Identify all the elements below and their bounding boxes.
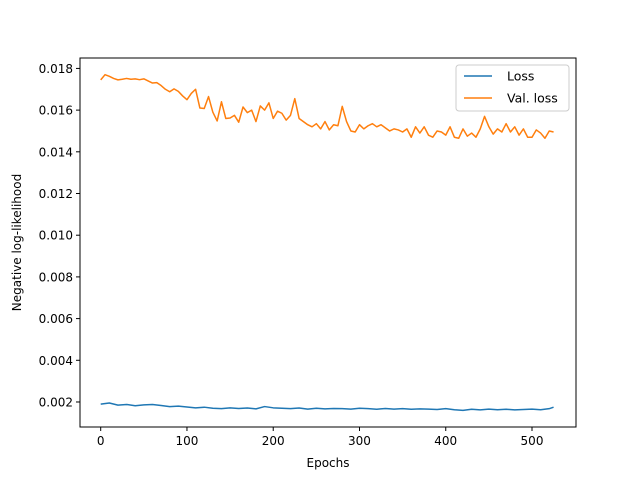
x-tick-label: 500 — [521, 434, 544, 448]
x-axis-label: Epochs — [307, 456, 350, 470]
y-tick-label: 0.018 — [39, 62, 73, 76]
legend-label-val-loss: Val. loss — [507, 91, 558, 106]
y-tick-label: 0.006 — [39, 312, 73, 326]
x-tick-label: 300 — [348, 434, 371, 448]
x-tick-label: 400 — [434, 434, 457, 448]
plot-frame — [79, 57, 577, 428]
x-tick-label: 100 — [176, 434, 199, 448]
ticks-layer: 0 100 200 300 400 500 0.002 0.004 0.006 0.008 0.01… — [39, 62, 544, 448]
y-tick-label: 0.004 — [39, 354, 73, 368]
series-line-loss — [100, 402, 554, 412]
x-tick-label: 200 — [262, 434, 285, 448]
series-line-val-loss — [100, 73, 554, 140]
y-tick-label: 0.014 — [39, 145, 73, 159]
x-tick-label: 0 — [97, 434, 105, 448]
legend: Loss Val. loss — [455, 64, 570, 112]
y-tick-label: 0.012 — [39, 187, 73, 201]
y-tick-label: 0.002 — [39, 395, 73, 409]
legend-label-loss: Loss — [507, 69, 534, 84]
y-tick-label: 0.008 — [39, 270, 73, 284]
y-tick-label: 0.010 — [39, 229, 73, 243]
y-axis-label: Negative log-likelihood — [10, 174, 24, 311]
series-layer — [100, 73, 554, 412]
y-tick-label: 0.016 — [39, 104, 73, 118]
